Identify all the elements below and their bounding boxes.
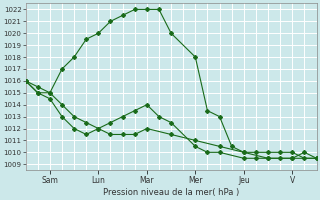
- X-axis label: Pression niveau de la mer( hPa ): Pression niveau de la mer( hPa ): [103, 188, 239, 197]
